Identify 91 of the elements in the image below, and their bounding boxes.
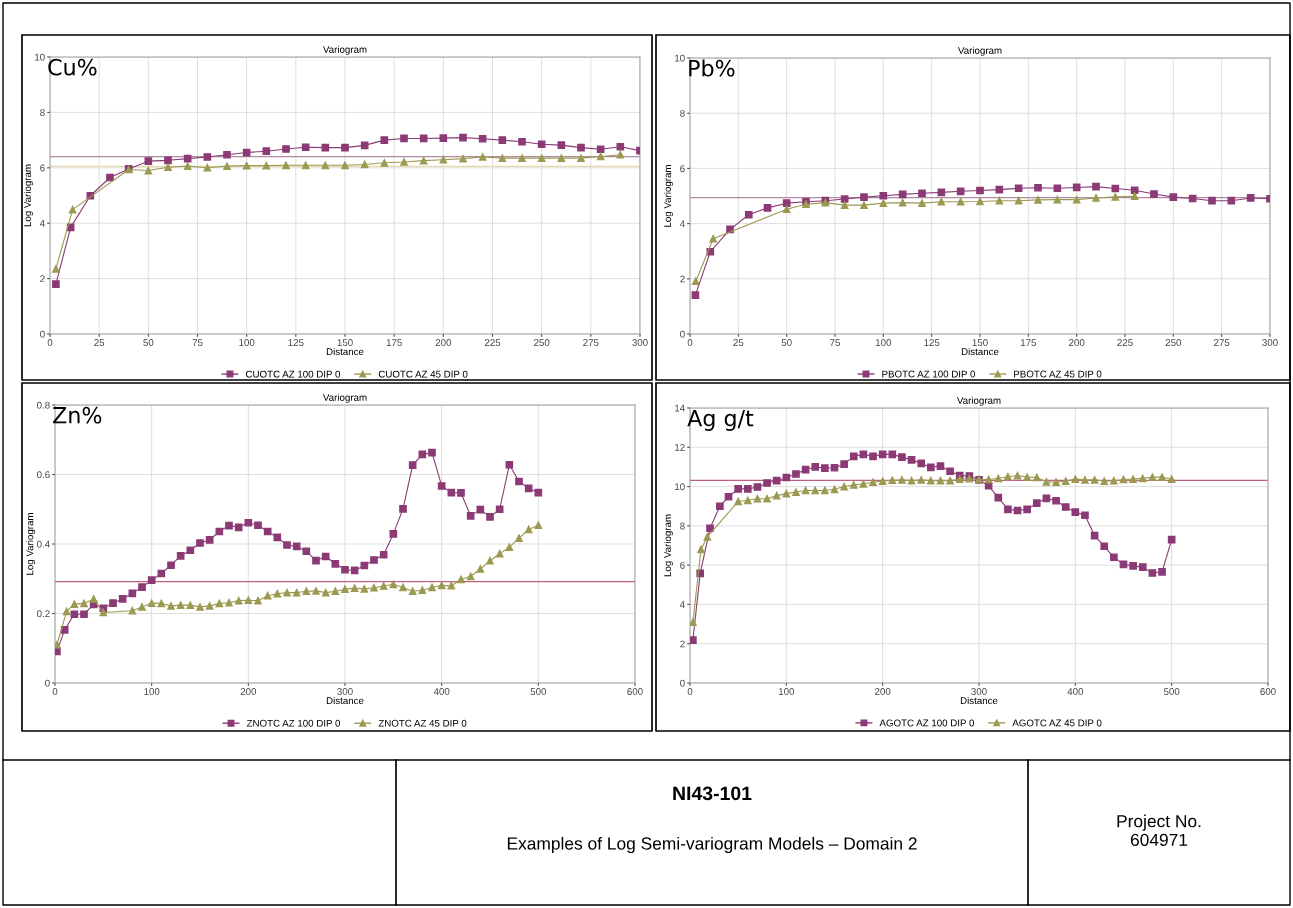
y-tick-label: 4 [679, 601, 685, 608]
annotation: Ag g/t [687, 410, 754, 431]
x-tick-label: 175 [386, 339, 402, 346]
x-tick-label: 200 [435, 339, 452, 346]
x-tick-label: 400 [433, 688, 450, 695]
x-tick-label: 50 [143, 339, 154, 346]
x-tick-label: 75 [830, 339, 840, 346]
y-axis-title: Log Variogram [663, 165, 673, 227]
x-tick-label: 50 [781, 339, 792, 346]
y-tick-label: 8 [40, 109, 45, 117]
x-axis-title: Distance [960, 696, 998, 705]
x-tick-label: 275 [1214, 339, 1230, 346]
x-tick-label: 600 [1260, 688, 1276, 695]
y-tick-label: 8 [680, 109, 685, 117]
y-axis-title: Log Variogram [663, 514, 673, 577]
x-tick-label: 225 [1117, 339, 1133, 346]
legend-label: AGOTC AZ 45 DIP 0 [1012, 719, 1102, 727]
y-tick-label: 12 [675, 444, 685, 451]
x-tick-label: 300 [337, 688, 353, 695]
x-tick-label: 250 [1165, 339, 1182, 346]
y-axis-title: Log Variogram [26, 513, 36, 575]
x-axis-title: Distance [961, 347, 999, 356]
x-tick-label: 400 [1067, 688, 1084, 695]
y-tick-label: 6 [680, 165, 685, 173]
y-tick-label: 4 [679, 220, 685, 228]
x-axis-title: Distance [326, 347, 364, 356]
y-tick-label: 0 [40, 330, 45, 338]
annotation: Cu% [48, 58, 97, 76]
legend-label: AGOTC AZ 100 DIP 0 [879, 719, 975, 727]
x-tick-label: 150 [337, 339, 353, 346]
y-tick-label: 4 [39, 220, 45, 227]
x-tick-label: 250 [534, 339, 550, 346]
legend-label: PBOTC AZ 100 DIP 0 [882, 370, 976, 378]
y-tick-label: 0 [680, 330, 685, 338]
x-tick-label: 0 [52, 688, 58, 695]
x-tick-label: 100 [875, 339, 892, 346]
x-tick-label: 100 [778, 688, 795, 695]
y-tick-label: 6 [40, 164, 45, 172]
x-tick-label: 200 [240, 688, 257, 695]
x-tick-label: 300 [632, 339, 648, 346]
x-tick-label: 25 [94, 339, 105, 346]
x-tick-label: 200 [1069, 339, 1085, 346]
annotation: Pb% [689, 59, 735, 77]
x-tick-label: 225 [484, 339, 501, 346]
y-tick-label: 0 [680, 679, 685, 687]
y-tick-label: 0.8 [37, 401, 50, 409]
y-tick-label: 0.6 [37, 471, 50, 479]
y-tick-label: 6 [680, 561, 685, 569]
y-tick-label: 0.2 [37, 610, 50, 618]
x-tick-label: 150 [972, 339, 988, 346]
y-tick-label: 2 [680, 640, 685, 648]
chart-title: Variogram [322, 45, 367, 55]
x-tick-label: 100 [144, 688, 160, 695]
legend-label: PBOTC AZ 45 DIP 0 [1014, 370, 1102, 378]
x-tick-label: 300 [1262, 339, 1278, 346]
y-tick-label: 10 [675, 54, 685, 62]
x-tick-label: 25 [733, 339, 744, 346]
text: Examples of Log Semi-variogram Models – Domain 2 [507, 836, 917, 854]
x-tick-label: 0 [687, 688, 693, 695]
legend-label: CUOTC AZ 100 DIP 0 [245, 370, 341, 378]
text: Project No. 604971 [1117, 814, 1201, 847]
x-tick-label: 500 [530, 688, 547, 695]
annotation: Zn% [53, 406, 102, 424]
y-tick-label: 10 [35, 53, 45, 61]
y-tick-label: 2 [680, 275, 685, 283]
y-tick-label: 10 [675, 483, 685, 491]
x-axis-title: Distance [326, 696, 364, 705]
y-tick-label: 2 [40, 275, 45, 283]
legend-label: ZNOTC AZ 45 DIP 0 [378, 719, 467, 727]
y-tick-label: 0 [45, 679, 50, 687]
x-tick-label: 100 [239, 339, 255, 346]
x-tick-label: 175 [1020, 339, 1037, 346]
chart-title: Variogram [956, 396, 1001, 406]
x-tick-label: 125 [288, 339, 304, 346]
chart-title: Variogram [322, 393, 367, 403]
y-axis-title: Log Variogram [23, 164, 33, 227]
x-tick-label: 0 [687, 339, 693, 346]
x-tick-label: 75 [192, 339, 203, 346]
legend-label: ZNOTC AZ 100 DIP 0 [246, 719, 341, 727]
legend-label: CUOTC AZ 45 DIP 0 [378, 370, 468, 378]
y-tick-label: 8 [680, 522, 685, 530]
y-tick-label: 14 [675, 404, 685, 412]
x-tick-label: 300 [971, 688, 987, 695]
chart-title: Variogram [957, 46, 1002, 56]
x-tick-label: 125 [924, 339, 940, 346]
x-tick-label: 200 [875, 688, 891, 695]
x-tick-label: 500 [1163, 688, 1180, 695]
x-tick-label: 600 [627, 688, 643, 695]
y-tick-label: 0.4 [37, 540, 50, 548]
x-tick-label: 275 [583, 339, 599, 346]
text: NI43-101 [673, 786, 752, 801]
